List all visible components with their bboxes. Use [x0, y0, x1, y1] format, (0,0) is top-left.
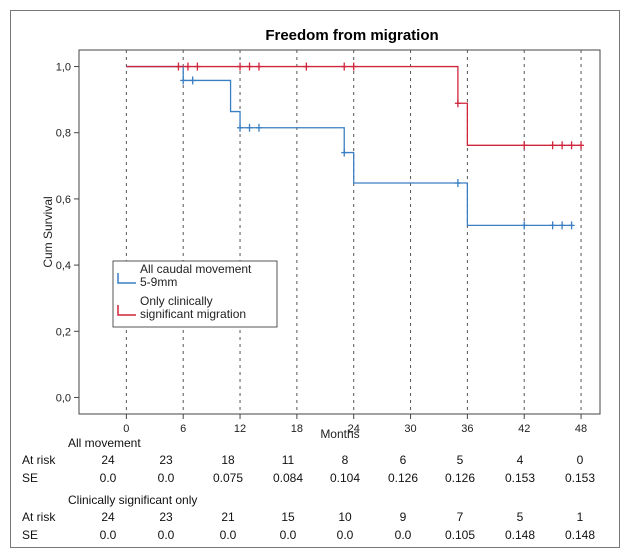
- risk-group-heading: All movement: [68, 436, 141, 450]
- legend-swatch-0: [117, 273, 136, 284]
- x-axis-label: Months: [320, 427, 359, 441]
- risk-cell: 5: [517, 510, 524, 524]
- risk-cell: 0.0: [337, 528, 354, 542]
- x-tick-label: 18: [291, 423, 303, 435]
- risk-cell: 11: [282, 453, 295, 467]
- risk-cell: 21: [221, 510, 235, 524]
- legend-swatch-1: [117, 305, 136, 316]
- risk-cell: 0.075: [213, 471, 243, 485]
- x-tick-label: 30: [404, 423, 416, 435]
- series-1-line: [126, 65, 582, 146]
- risk-cell: 0.0: [100, 528, 117, 542]
- chart-title: Freedom from migration: [265, 27, 438, 44]
- plot-area: [78, 49, 601, 415]
- risk-cell: 0.0: [395, 528, 412, 542]
- axes: 0 6 12 18 24 30 36 42 48 0,0 0,2 0,4 0,6 0,8 1,0: [56, 62, 587, 435]
- risk-cell: 0.126: [445, 471, 475, 485]
- risk-cell: 0.0: [100, 471, 117, 485]
- risk-cell: 18: [221, 453, 235, 467]
- risk-cell: 23: [159, 453, 173, 467]
- x-tick-label: 48: [575, 423, 587, 435]
- risk-row-label: At risk: [22, 510, 56, 524]
- risk-table: All movement At risk 24 23 18 11 8 6 5 4 0 SE 0.0 0.0…: [22, 436, 595, 542]
- risk-cell: 0.0: [158, 528, 175, 542]
- risk-cell: 0.105: [445, 528, 475, 542]
- risk-group-heading: Clinically significant only: [68, 493, 197, 507]
- y-tick-label: 0,8: [56, 128, 71, 140]
- risk-cell: 0.153: [505, 471, 535, 485]
- risk-cell: 0.153: [565, 471, 595, 485]
- legend-entry-1: significant migration: [140, 307, 246, 321]
- y-tick-label: 0,6: [56, 194, 71, 206]
- y-axis-label: Cum Survival: [41, 196, 55, 267]
- x-tick-label: 24: [348, 423, 360, 435]
- risk-row-label: At risk: [22, 453, 56, 467]
- risk-cell: 0.0: [280, 528, 297, 542]
- risk-cell: 10: [338, 510, 352, 524]
- risk-cell: 9: [400, 510, 407, 524]
- x-tick-label: 0: [123, 423, 129, 435]
- series-0-line: [126, 65, 572, 227]
- figure-frame: [10, 10, 620, 548]
- legend-box: [112, 260, 278, 328]
- x-tick-label: 36: [461, 423, 473, 435]
- x-tick-label: 42: [518, 423, 530, 435]
- risk-cell: 1: [577, 510, 584, 524]
- risk-cell: 15: [281, 510, 295, 524]
- risk-cell: 6: [400, 453, 407, 467]
- legend-entry-0: 5-9mm: [140, 275, 177, 289]
- risk-cell: 5: [457, 453, 464, 467]
- risk-cell: 0.148: [565, 528, 595, 542]
- risk-cell: 0.084: [273, 471, 303, 485]
- series-group: [126, 62, 585, 230]
- risk-cell: 0.0: [220, 528, 237, 542]
- risk-cell: 0.126: [388, 471, 418, 485]
- risk-cell: 23: [159, 510, 173, 524]
- risk-cell: 7: [457, 510, 464, 524]
- y-tick-label: 0,2: [56, 326, 71, 338]
- risk-cell: 0.148: [505, 528, 535, 542]
- risk-row-label: SE: [22, 471, 38, 485]
- risk-cell: 0: [577, 453, 584, 467]
- y-tick-label: 0,4: [56, 260, 71, 272]
- risk-cell: 8: [342, 453, 349, 467]
- risk-cell: 4: [517, 453, 524, 467]
- legend-entry-0: All caudal movement: [140, 262, 252, 276]
- risk-cell: 24: [101, 453, 115, 467]
- y-tick-label: 1,0: [56, 62, 71, 74]
- risk-cell: 0.104: [330, 471, 360, 485]
- risk-cell: 24: [101, 510, 115, 524]
- risk-cell: 0.0: [158, 471, 175, 485]
- x-tick-label: 12: [234, 423, 246, 435]
- legend-entry-1: Only clinically: [140, 294, 213, 308]
- x-tick-label: 6: [180, 423, 186, 435]
- gridlines: [125, 50, 582, 414]
- y-tick-label: 0,0: [56, 392, 71, 404]
- risk-row-label: SE: [22, 528, 38, 542]
